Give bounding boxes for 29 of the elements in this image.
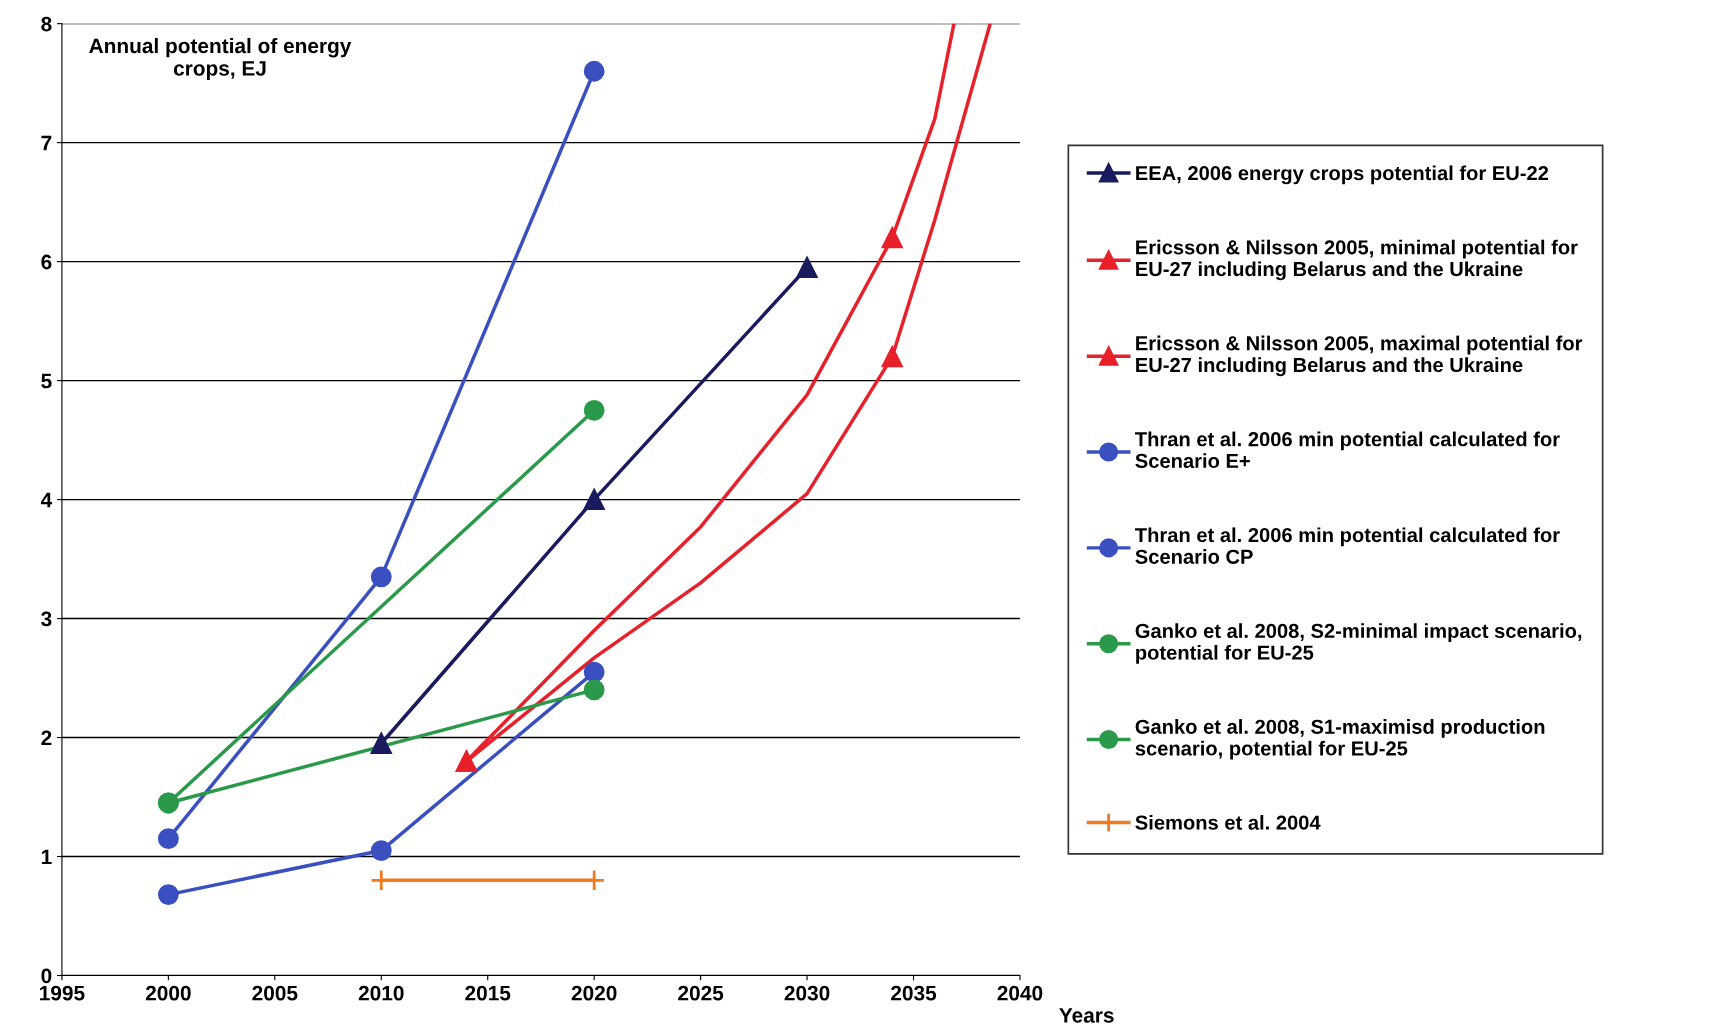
legend-label: Ericsson & Nilsson 2005, maximal potential for EU-27 including Belarus and the Ukraine xyxy=(1136,335,1583,377)
y-axis-title: Annual potential of energy crops, EJ xyxy=(89,37,352,80)
y-tick-label: 3 xyxy=(41,611,52,627)
x-tick-label: 1995 xyxy=(40,985,85,1001)
legend-label: Thran et al. 2006 min potential calculated for Scenario E+ xyxy=(1135,431,1560,469)
x-tick-label: 2025 xyxy=(678,985,724,1001)
legend-label: Ganko et al. 2008, S2-minimal impact scenario, potential for EU-25 xyxy=(1135,623,1582,664)
x-tick-label: 2035 xyxy=(891,985,937,1001)
y-tick-label: 6 xyxy=(41,254,52,270)
x-tick-label: 2000 xyxy=(145,985,191,1001)
legend-label: Ericsson & Nilsson 2005, minimal potential for EU-27 including Belarus and the Ukraine xyxy=(1136,239,1578,281)
y-tick-label: 2 xyxy=(41,730,52,746)
legend-label: EEA, 2006 energy crops potential for EU-22 xyxy=(1136,165,1549,185)
x-axis-title: Years xyxy=(1059,1008,1114,1023)
x-tick-label: 2030 xyxy=(784,985,830,1001)
y-tick-label: 4 xyxy=(40,492,53,508)
x-tick-label: 2010 xyxy=(358,985,404,1001)
x-tick-label: 2005 xyxy=(252,985,298,1001)
legend-label: Ganko et al. 2008, S1-maximisd production scenario, potential for EU-25 xyxy=(1135,719,1545,760)
y-tick-label: 7 xyxy=(41,135,52,151)
y-tick-label: 0 xyxy=(41,968,52,984)
y-tick-label: 1 xyxy=(41,849,52,865)
legend-label: Thran et al. 2006 min potential calculated for Scenario CP xyxy=(1135,527,1560,564)
y-tick-label: 8 xyxy=(41,16,52,32)
x-tick-label: 2040 xyxy=(997,985,1043,1001)
x-tick-label: 2020 xyxy=(571,985,617,1001)
legend-label: Siemons et al. 2004 xyxy=(1135,814,1321,830)
y-tick-label: 5 xyxy=(41,373,52,389)
x-tick-label: 2015 xyxy=(465,985,511,1001)
